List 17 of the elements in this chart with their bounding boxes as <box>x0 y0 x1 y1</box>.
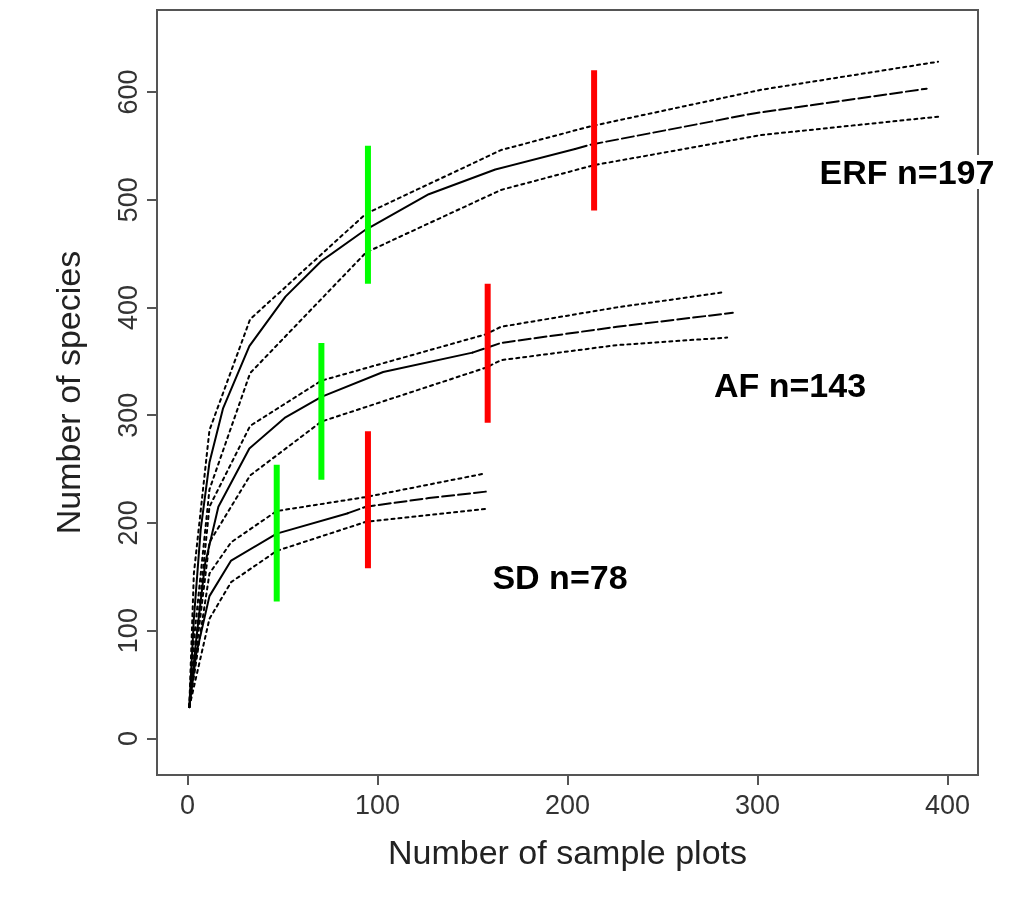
annotation: ERF n=197 <box>819 153 995 191</box>
x-tick-label: 100 <box>354 789 400 820</box>
x-tick-label: 400 <box>925 789 971 820</box>
y-tick-label: 0 <box>112 730 143 746</box>
y-tick-label: 600 <box>112 69 143 115</box>
y-tick-label: 400 <box>112 284 143 330</box>
y-axis-title: Number of species <box>49 250 87 535</box>
x-tick-label: 0 <box>179 789 195 820</box>
annotation: SD n=78 <box>492 558 628 596</box>
y-tick-label: 300 <box>112 392 143 438</box>
x-tick-label: 200 <box>544 789 591 820</box>
y-tick-label: 200 <box>112 500 143 546</box>
x-tick-label: 300 <box>735 789 781 820</box>
annotation: AF n=143 <box>713 366 867 404</box>
y-tick-label: 500 <box>112 177 143 223</box>
y-tick-label: 100 <box>112 608 143 654</box>
x-axis-title: Number of sample plots <box>387 833 748 871</box>
